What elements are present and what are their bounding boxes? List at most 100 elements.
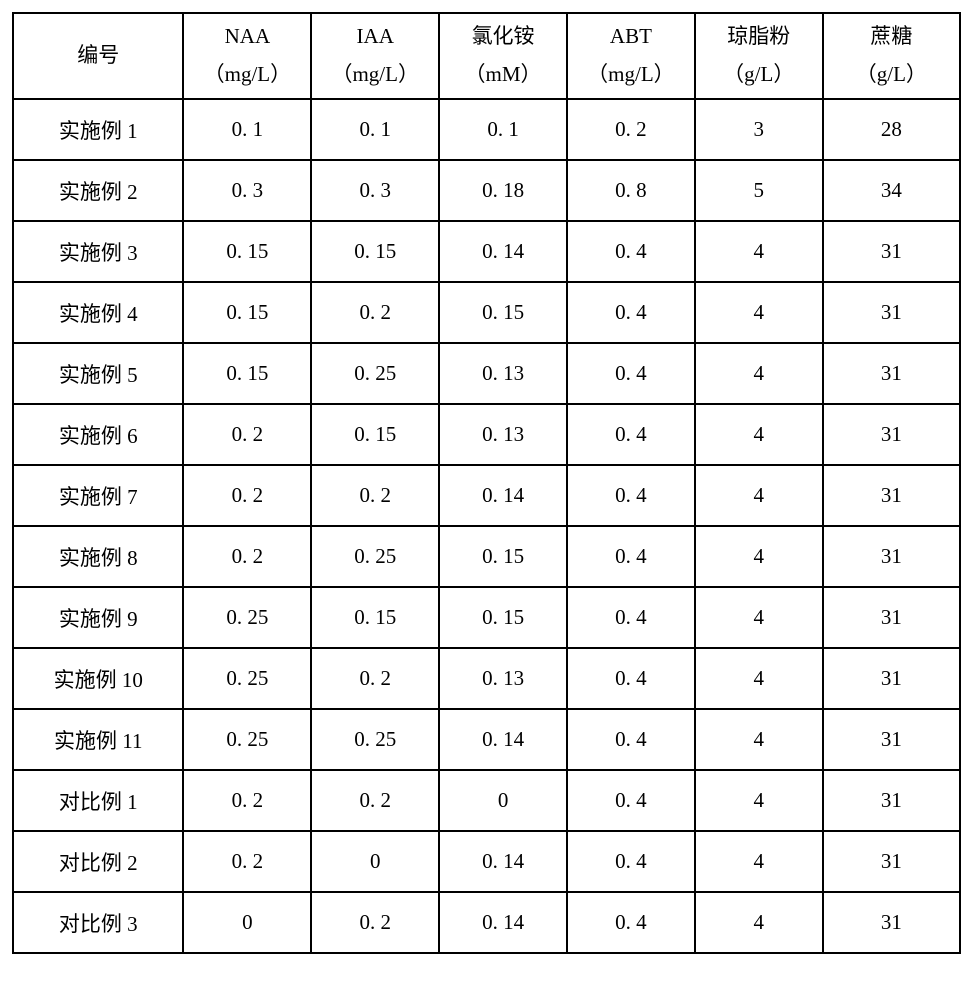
table-cell: 4 [695,343,823,404]
table-cell: 0. 3 [183,160,311,221]
table-cell: 实施例 1 [13,99,183,160]
table-cell: 4 [695,648,823,709]
table-row: 对比例 300. 20. 140. 4431 [13,892,960,953]
table-cell: 0. 15 [311,587,439,648]
header-cell-abt: ABT （mg/L） [567,13,695,99]
table-cell: 4 [695,526,823,587]
header-row: 编号 NAA （mg/L） IAA （mg/L） 氯化铵 （mM） ABT （m… [13,13,960,99]
header-cell-nhcl: 氯化铵 （mM） [439,13,567,99]
table-header: 编号 NAA （mg/L） IAA （mg/L） 氯化铵 （mM） ABT （m… [13,13,960,99]
header-cell-id: 编号 [13,13,183,99]
table-cell: 31 [823,709,960,770]
header-label: IAA [312,18,438,56]
table-cell: 0. 13 [439,404,567,465]
table-cell: 0. 4 [567,831,695,892]
table-cell: 0. 14 [439,465,567,526]
table-cell: 31 [823,831,960,892]
table-cell: 实施例 4 [13,282,183,343]
table-cell: 5 [695,160,823,221]
table-cell: 0. 14 [439,831,567,892]
table-cell: 0. 18 [439,160,567,221]
table-cell: 0. 4 [567,770,695,831]
table-cell: 0. 2 [183,526,311,587]
table-body: 实施例 10. 10. 10. 10. 2328实施例 20. 30. 30. … [13,99,960,953]
header-label: NAA [184,18,310,56]
table-row: 实施例 110. 250. 250. 140. 4431 [13,709,960,770]
table-row: 实施例 80. 20. 250. 150. 4431 [13,526,960,587]
table-cell: 31 [823,526,960,587]
table-row: 对比例 20. 200. 140. 4431 [13,831,960,892]
table-row: 实施例 20. 30. 30. 180. 8534 [13,160,960,221]
table-cell: 0. 15 [311,404,439,465]
table-cell: 0. 4 [567,587,695,648]
table-cell: 31 [823,648,960,709]
table-cell: 4 [695,465,823,526]
table-cell: 3 [695,99,823,160]
header-cell-sucrose: 蔗糖 （g/L） [823,13,960,99]
header-label: 蔗糖 [824,18,959,56]
table-cell: 0 [311,831,439,892]
table-cell: 对比例 3 [13,892,183,953]
data-table: 编号 NAA （mg/L） IAA （mg/L） 氯化铵 （mM） ABT （m… [12,12,961,954]
table-cell: 实施例 6 [13,404,183,465]
table-row: 对比例 10. 20. 200. 4431 [13,770,960,831]
table-cell: 0. 14 [439,221,567,282]
table-cell: 0. 2 [183,404,311,465]
table-cell: 实施例 11 [13,709,183,770]
table-row: 实施例 100. 250. 20. 130. 4431 [13,648,960,709]
table-cell: 0. 1 [439,99,567,160]
table-cell: 0. 2 [311,648,439,709]
header-label: ABT [568,18,694,56]
table-cell: 31 [823,465,960,526]
table-cell: 31 [823,343,960,404]
table-cell: 0. 13 [439,343,567,404]
table-cell: 0 [439,770,567,831]
table-row: 实施例 70. 20. 20. 140. 4431 [13,465,960,526]
table-cell: 0. 2 [183,831,311,892]
header-unit: （mg/L） [568,56,694,94]
table-cell: 实施例 9 [13,587,183,648]
table-cell: 0 [183,892,311,953]
table-cell: 31 [823,221,960,282]
table-cell: 0. 8 [567,160,695,221]
table-cell: 0. 15 [183,343,311,404]
table-row: 实施例 10. 10. 10. 10. 2328 [13,99,960,160]
header-unit: （g/L） [696,56,822,94]
table-cell: 实施例 7 [13,465,183,526]
table-cell: 0. 2 [567,99,695,160]
table-cell: 实施例 5 [13,343,183,404]
table-cell: 0. 1 [311,99,439,160]
table-cell: 4 [695,770,823,831]
table-row: 实施例 40. 150. 20. 150. 4431 [13,282,960,343]
table-cell: 0. 25 [183,709,311,770]
header-cell-agar: 琼脂粉 （g/L） [695,13,823,99]
table-cell: 0. 4 [567,648,695,709]
table-cell: 0. 14 [439,709,567,770]
header-unit: （g/L） [824,56,959,94]
header-label: 编号 [14,37,182,75]
table-cell: 对比例 1 [13,770,183,831]
table-cell: 0. 2 [311,770,439,831]
table-cell: 对比例 2 [13,831,183,892]
table-cell: 0. 25 [311,343,439,404]
table-cell: 0. 15 [183,282,311,343]
table-cell: 4 [695,282,823,343]
table-cell: 0. 2 [311,892,439,953]
table-cell: 0. 2 [311,282,439,343]
table-cell: 0. 4 [567,465,695,526]
table-cell: 31 [823,404,960,465]
table-cell: 0. 15 [439,282,567,343]
header-unit: （mg/L） [184,56,310,94]
table-row: 实施例 50. 150. 250. 130. 4431 [13,343,960,404]
table-cell: 34 [823,160,960,221]
table-cell: 0. 15 [439,587,567,648]
table-cell: 实施例 3 [13,221,183,282]
table-cell: 0. 14 [439,892,567,953]
table-cell: 0. 2 [183,465,311,526]
table-cell: 31 [823,892,960,953]
header-cell-naa: NAA （mg/L） [183,13,311,99]
table-cell: 0. 25 [311,526,439,587]
table-cell: 4 [695,587,823,648]
table-cell: 31 [823,282,960,343]
table-row: 实施例 30. 150. 150. 140. 4431 [13,221,960,282]
